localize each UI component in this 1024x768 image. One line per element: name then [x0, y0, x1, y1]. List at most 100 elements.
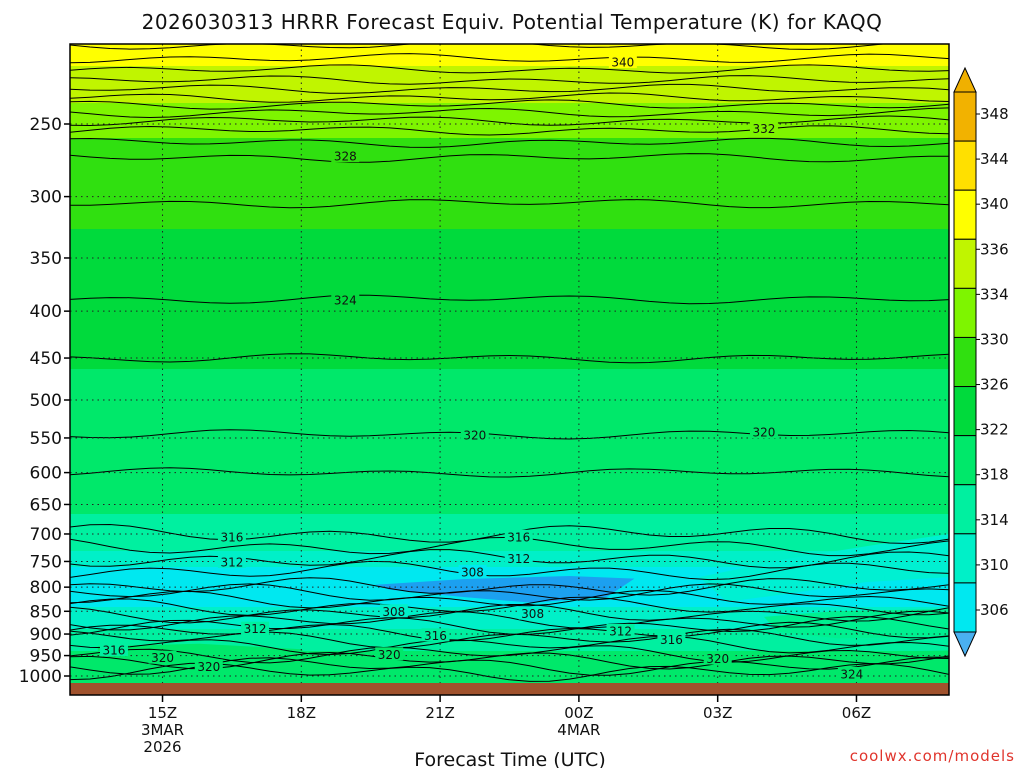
- contour-line: [70, 635, 949, 656]
- contour-labels: 340 332 328 324 320 320 316 316 312 312 308 308 308 3…: [99, 55, 866, 682]
- contour-label-bg: [703, 651, 732, 665]
- colorbar-segment: [953, 140, 977, 191]
- y-tick-label: 750: [30, 552, 62, 572]
- x-tick-label: 15Z: [148, 704, 177, 722]
- colorbar-overflow-arrow: [953, 66, 977, 93]
- y-tick-label: 600: [30, 464, 62, 484]
- colorbar: 348 344 340 336 334 330 326 322 318 314 310 306: [953, 66, 1009, 658]
- theta-e-band: [70, 629, 949, 652]
- contour-label: 328: [334, 150, 357, 164]
- contour-label: 308: [521, 607, 544, 621]
- x-tick-label: 4MAR: [557, 721, 600, 739]
- contour-label: 316: [220, 530, 243, 544]
- grid-lines: [70, 44, 949, 695]
- contour-line: [70, 75, 949, 85]
- contour-line: [70, 628, 949, 649]
- colorbar-label: 314: [980, 511, 1009, 529]
- contour-label-bg: [217, 529, 246, 543]
- x-axis-label: Forecast Time (UTC): [414, 749, 605, 768]
- y-tick-label: 800: [30, 578, 62, 598]
- colorbar-label: 344: [980, 150, 1009, 168]
- y-tick-label: 700: [30, 525, 62, 545]
- contour-label-bg: [148, 650, 177, 664]
- contour-label: 320: [197, 660, 220, 674]
- y-tick-label: 850: [30, 602, 62, 622]
- contour-line: [70, 621, 949, 642]
- contour-label-bg: [657, 632, 686, 646]
- colorbar-segment: [953, 582, 977, 633]
- credit-text: coolwx.com/models: [850, 747, 1015, 765]
- contour-label: 320: [151, 651, 174, 665]
- x-tick-label: 03Z: [703, 704, 732, 722]
- y-tick-label: 450: [30, 349, 62, 369]
- contour-label: 316: [660, 633, 683, 647]
- theta-e-band: [70, 44, 949, 67]
- contour-label-bg: [518, 606, 547, 620]
- y-tick-label: 950: [30, 647, 62, 667]
- contour-line: [70, 577, 949, 596]
- contour-line: [70, 137, 949, 148]
- contour-label-bg: [99, 643, 128, 657]
- y-tick-label: 250: [30, 115, 62, 135]
- contour-line: [70, 92, 949, 103]
- contour-label-bg: [504, 529, 533, 543]
- colorbar-label: 310: [980, 556, 1009, 574]
- colorbar-segment: [953, 533, 977, 584]
- contour-line: [70, 53, 949, 64]
- contour-label-bg: [749, 121, 778, 135]
- contour-label: 320: [706, 652, 729, 666]
- contour-label: 324: [334, 294, 357, 308]
- colorbar-label: 334: [980, 285, 1009, 303]
- colorbar-segment: [953, 238, 977, 289]
- colorbar-label: 318: [980, 466, 1009, 484]
- contour-line: [70, 610, 949, 631]
- contour-line: [70, 596, 949, 616]
- contour-label-bg: [217, 554, 246, 568]
- contour-label: 316: [507, 530, 530, 544]
- contour-label-bg: [608, 55, 637, 69]
- colorbar-label: 348: [980, 105, 1009, 123]
- colorbar-segment: [953, 484, 977, 535]
- contour-label: 332: [752, 122, 775, 136]
- contour-line: [70, 294, 949, 305]
- contour-line: [70, 153, 949, 163]
- contour-line: [70, 589, 949, 609]
- contour-line: [70, 125, 949, 136]
- contour-label: 308: [461, 565, 484, 579]
- contour-line: [70, 83, 949, 94]
- contour-line: [70, 199, 949, 209]
- y-tick-label: 900: [30, 625, 62, 645]
- x-tick-label: 18Z: [287, 704, 316, 722]
- contour-label: 324: [840, 668, 863, 682]
- contour-label-bg: [504, 551, 533, 565]
- contour-label-bg: [606, 623, 635, 637]
- contour-line: [70, 99, 949, 110]
- colorbar-underflow-arrow: [953, 631, 977, 658]
- colorbar-segment: [953, 91, 977, 142]
- contour-label-bg: [749, 425, 778, 439]
- colorbar-segment: [953, 435, 977, 486]
- contour-label: 320: [463, 429, 486, 443]
- contour-label: 312: [244, 622, 267, 636]
- contour-line: [70, 604, 949, 624]
- contour-label: 320: [378, 648, 401, 662]
- contour-label: 312: [507, 552, 530, 566]
- contour-label-bg: [194, 659, 223, 673]
- contour-label: 316: [424, 629, 447, 643]
- y-tick-label: 1000: [19, 667, 62, 687]
- contour-line: [70, 107, 949, 119]
- contour-line: [70, 467, 949, 478]
- pocket-306: [375, 576, 635, 603]
- x-tick-label: 06Z: [842, 704, 871, 722]
- y-tick-label: 650: [30, 495, 62, 515]
- theta-e-band: [70, 369, 949, 515]
- chart-title: 2026030313 HRRR Forecast Equiv. Potentia…: [142, 10, 883, 34]
- colorbar-segment: [953, 287, 977, 338]
- x-tick-label: 00Z: [564, 704, 593, 722]
- contour-line: [70, 353, 949, 364]
- x-tick-label: 3MAR: [141, 721, 184, 739]
- contour-label-bg: [458, 564, 487, 578]
- colorbar-label: 330: [980, 330, 1009, 348]
